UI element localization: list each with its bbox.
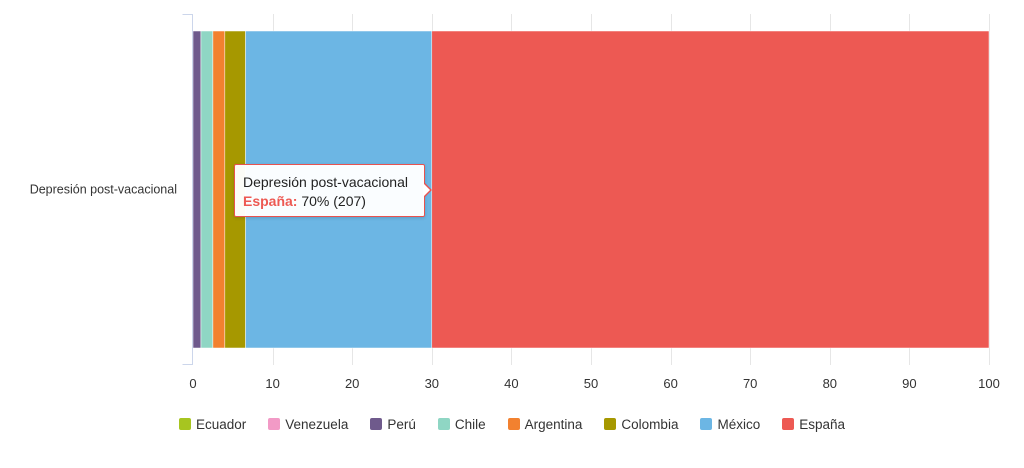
tooltip-arrow — [423, 182, 432, 198]
bar-segment — [431, 30, 990, 349]
x-tick-label: 100 — [978, 376, 1000, 391]
legend-label: España — [799, 416, 846, 432]
legend-item[interactable]: Ecuador — [178, 416, 247, 432]
legend-label: Argentina — [524, 416, 583, 432]
legend-label: México — [717, 416, 761, 432]
legend-item[interactable]: Venezuela — [268, 417, 348, 432]
legend-swatch — [178, 418, 191, 430]
bar-segment — [212, 30, 226, 349]
category-label: Depresión post-vacacional — [30, 183, 177, 197]
tooltip-series-name: España: — [243, 193, 298, 209]
legend-label: Colombia — [621, 416, 679, 432]
bar-segment — [192, 30, 202, 349]
legend-swatch — [507, 418, 520, 430]
legend-item[interactable]: Perú — [370, 417, 416, 432]
legend-label: Perú — [387, 416, 416, 432]
legend: Ecuador Venezuela Perú Chile Argentina Colomb… — [0, 413, 1024, 435]
legend-item[interactable]: Colombia — [604, 417, 678, 432]
legend-swatch — [268, 418, 281, 430]
axes: 0 10 20 30 40 50 60 70 80 90 100 Depresión post-vac… — [30, 14, 1000, 391]
legend-label: Ecuador — [195, 416, 247, 432]
x-tick-label: 0 — [189, 376, 196, 391]
legend-item[interactable]: Chile — [437, 416, 486, 432]
legend-swatch — [604, 418, 617, 430]
x-tick-label: 30 — [425, 376, 439, 391]
x-tick-label: 70 — [743, 376, 757, 391]
legend-swatch — [437, 418, 450, 430]
bar-segment — [200, 30, 214, 349]
x-tick-label: 90 — [902, 376, 916, 391]
legend-label: Chile — [454, 416, 486, 432]
tooltip-category: Depresión post-vacacional — [243, 174, 408, 190]
legend-swatch — [782, 418, 795, 430]
x-tick-label: 50 — [584, 376, 598, 391]
tooltip: Depresión post-vacacional España: 70% (2… — [234, 164, 432, 217]
legend-swatch — [370, 418, 383, 430]
x-tick-label: 10 — [265, 376, 279, 391]
x-tick-label: 80 — [823, 376, 837, 391]
x-tick-label: 20 — [345, 376, 359, 391]
legend-swatch — [700, 418, 713, 430]
bar-segments — [192, 30, 990, 349]
tooltip-value: 70% (207) — [301, 193, 366, 209]
legend-item[interactable]: España — [782, 417, 845, 432]
legend-label: Venezuela — [285, 416, 349, 432]
x-tick-label: 60 — [663, 376, 677, 391]
legend-item[interactable]: Argentina — [507, 416, 583, 432]
legend-item[interactable]: México — [700, 417, 760, 432]
tooltip-value-line: España: 70% (207) — [243, 192, 416, 211]
x-tick-label: 40 — [504, 376, 518, 391]
